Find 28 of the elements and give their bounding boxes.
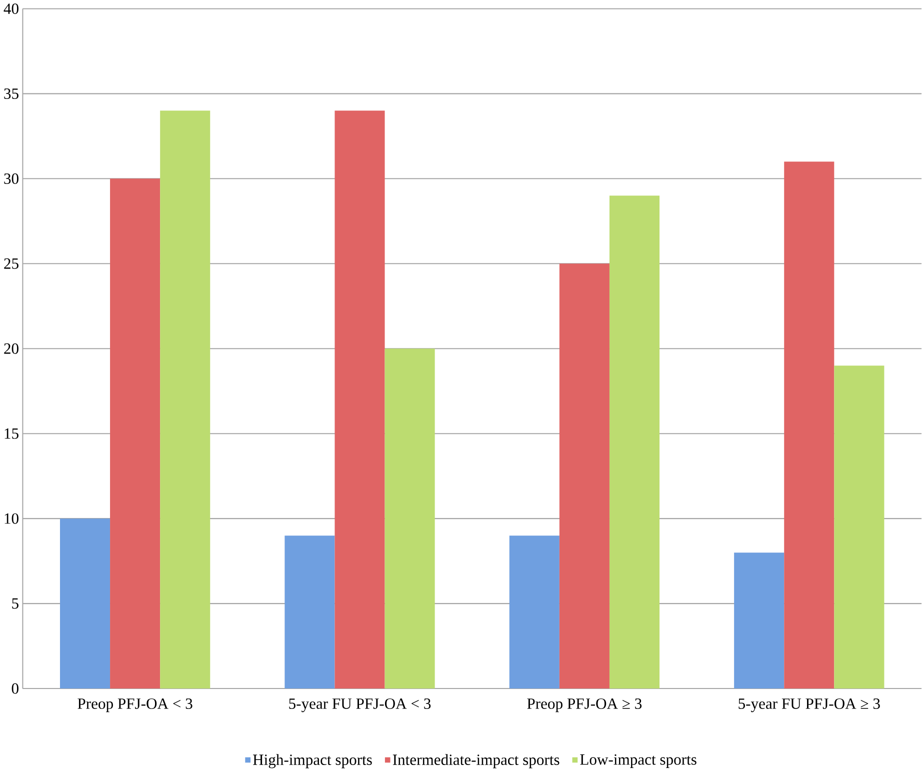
x-tick-label: 5-year FU PFJ-OA ≥ 3	[738, 698, 880, 712]
bar	[284, 536, 335, 689]
bar	[334, 110, 385, 689]
x-tick-label: 5-year FU PFJ-OA < 3	[289, 698, 431, 712]
legend-label: High-impact sports	[253, 754, 372, 768]
bar	[559, 264, 610, 689]
bar	[834, 366, 884, 689]
y-tick-label: 15	[4, 428, 18, 440]
bar	[110, 178, 160, 689]
bar	[609, 196, 660, 689]
bar	[784, 162, 834, 689]
y-tick-label: 20	[4, 344, 18, 354]
y-tick-label: 40	[4, 4, 18, 14]
bar	[734, 552, 784, 689]
y-tick-label: 25	[4, 258, 18, 270]
bar	[60, 518, 110, 689]
legend-label: Low-impact sports	[580, 754, 696, 768]
y-tick-label: 30	[4, 174, 18, 184]
x-tick-label: Preop PFJ-OA ≥ 3	[527, 698, 642, 712]
legend-label: Intermediate-impact sports	[392, 754, 560, 768]
y-tick-label: 5	[12, 598, 18, 609]
y-tick-label: 35	[4, 88, 18, 100]
bar	[160, 110, 210, 689]
bar	[384, 348, 435, 689]
bar	[509, 536, 560, 689]
y-tick-label: 10	[4, 514, 18, 524]
x-tick-label: Preop PFJ-OA < 3	[78, 698, 192, 712]
y-tick-label: 0	[12, 683, 18, 694]
